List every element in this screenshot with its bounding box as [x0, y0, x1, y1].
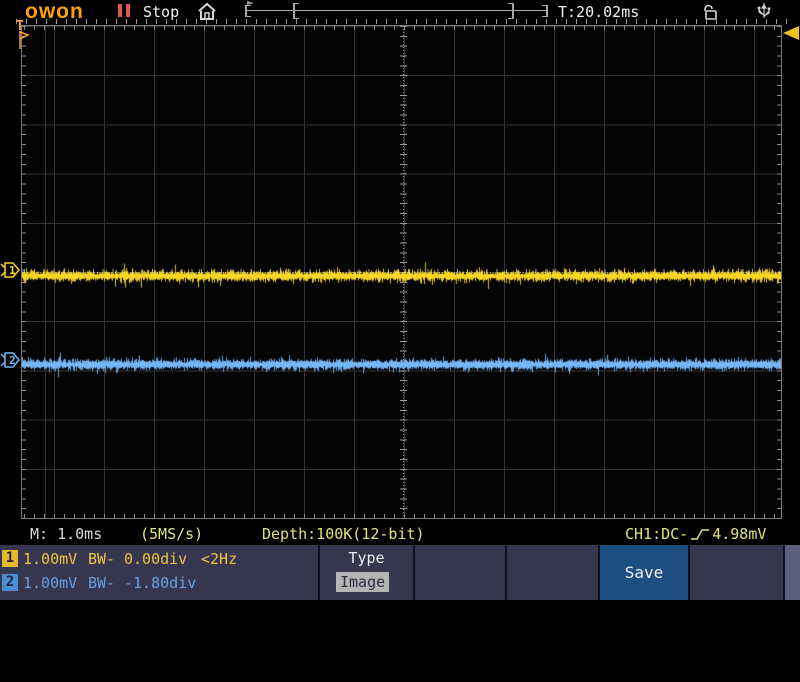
- menu-divider: [783, 545, 785, 600]
- memory-depth-readout: Depth:100K(12-bit): [262, 525, 425, 543]
- record-line: [247, 10, 546, 11]
- trigger-time-readout: T:20.02ms: [558, 3, 640, 21]
- ch1-marker-label: 1: [9, 264, 16, 277]
- ch2-position-marker[interactable]: 2: [0, 352, 21, 368]
- ch1-scale: 1.00mV: [23, 550, 78, 568]
- timebase-readout: M: 1.0ms: [30, 525, 103, 543]
- ch2-bandwidth: BW-: [88, 574, 116, 592]
- bottom-menu-bar: 1 1.00mV BW- 0.00div <2Hz 2 1.00mV BW- -…: [0, 545, 800, 600]
- trigger-source-label: CH1:DC-: [625, 525, 689, 543]
- trigger-level-arrow[interactable]: [783, 26, 799, 40]
- window-start-bracket[interactable]: [293, 3, 299, 19]
- pause-icon: [118, 4, 132, 17]
- ch2-info-row[interactable]: 2 1.00mV BW- -1.80div: [2, 574, 318, 592]
- usb-icon: [757, 3, 771, 18]
- trigger-flag-icon: [19, 31, 30, 49]
- save-button-label: Save: [624, 563, 664, 582]
- trigger-position-flag-icon: [247, 1, 254, 10]
- ch2-offset: -1.80div: [124, 574, 197, 592]
- waveform-traces: [22, 26, 781, 518]
- ch1-frequency: <2Hz: [201, 550, 238, 568]
- sample-rate-readout: (5MS/s): [140, 525, 204, 543]
- record-end-bracket: [542, 5, 548, 17]
- save-button[interactable]: Save: [600, 545, 688, 600]
- run-state-label[interactable]: Stop: [143, 3, 180, 21]
- ch2-scale: 1.00mV: [23, 574, 78, 592]
- type-value-selected[interactable]: Image: [336, 572, 390, 592]
- ch1-offset: 0.00div: [124, 550, 188, 568]
- record-window-bar: [245, 1, 549, 20]
- ch1-position-marker[interactable]: 1: [0, 262, 21, 278]
- ch1-bandwidth: BW-: [88, 550, 116, 568]
- trigger-flag-label: T: [16, 19, 24, 34]
- menu-divider: [413, 545, 415, 600]
- brand-logo: owon: [25, 0, 84, 23]
- ch1-info-row[interactable]: 1 1.00mV BW- 0.00div <2Hz: [2, 550, 318, 568]
- ch1-badge: 1: [2, 550, 18, 567]
- type-menu-cell[interactable]: Type Image: [320, 545, 413, 600]
- trigger-readout: CH1:DC- 4.98mV: [625, 525, 766, 543]
- scope-graticule: [21, 25, 782, 519]
- menu-scroll-indicator[interactable]: [785, 545, 800, 600]
- menu-divider: [598, 545, 600, 600]
- menu-divider: [505, 545, 507, 600]
- trigger-position-marker[interactable]: T: [14, 19, 32, 49]
- menu-divider: [318, 545, 320, 600]
- ch2-marker-label: 2: [9, 354, 16, 367]
- type-label: Type: [348, 549, 385, 567]
- status-bar: M: 1.0ms (5MS/s) Depth:100K(12-bit) CH1:…: [0, 520, 800, 545]
- trigger-level-label: 4.98mV: [712, 525, 767, 543]
- ch2-badge: 2: [2, 574, 18, 591]
- top-tick-ruler: [16, 19, 790, 24]
- record-start-bracket: [245, 5, 251, 17]
- menu-divider: [688, 545, 690, 600]
- rising-edge-icon: [691, 528, 710, 540]
- window-end-bracket[interactable]: [508, 3, 514, 19]
- unlocked-padlock-icon: [704, 4, 717, 20]
